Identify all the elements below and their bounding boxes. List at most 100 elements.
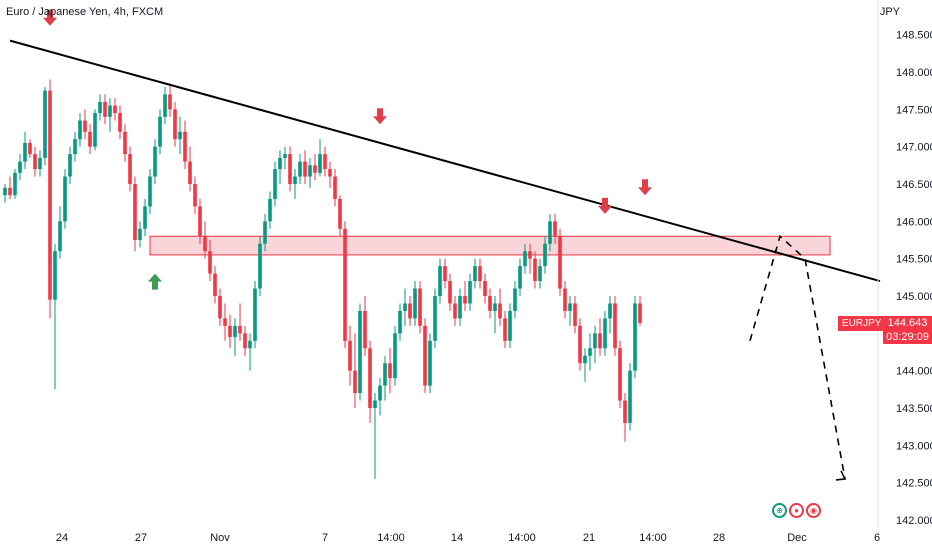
candle — [628, 363, 632, 431]
candle — [598, 318, 602, 356]
candle — [313, 154, 317, 181]
x-tick-label: 28 — [713, 532, 725, 544]
candle — [153, 139, 157, 184]
candle-body — [568, 303, 572, 311]
candle — [83, 109, 87, 140]
x-axis[interactable]: 24 27 Nov 7 14:00 14 14:00 21 14:00 28 Dec 6 — [56, 532, 880, 544]
projection-arrowhead — [835, 470, 847, 481]
candle — [388, 348, 392, 394]
x-tick-label: 14:00 — [508, 532, 536, 544]
candle-body — [328, 169, 332, 177]
y-tick-label: 147.500 — [896, 104, 932, 116]
candle-body — [308, 165, 312, 177]
target-icon[interactable]: ● — [789, 503, 804, 518]
candle-body — [288, 154, 292, 184]
candle-body — [183, 131, 187, 162]
candle — [218, 288, 222, 326]
candle-body — [128, 154, 132, 184]
candle — [8, 176, 12, 199]
x-tick-label: 14 — [451, 532, 463, 544]
candle-body — [583, 355, 587, 364]
candle — [203, 221, 207, 259]
candle — [328, 161, 332, 188]
candle — [353, 333, 357, 408]
y-tick-label: 148.000 — [896, 67, 932, 79]
candle-body — [208, 251, 212, 274]
candle-body — [358, 310, 362, 394]
candle — [368, 340, 372, 423]
candle — [503, 310, 507, 349]
candle-body — [313, 165, 317, 173]
candle-body — [93, 113, 97, 147]
candle — [608, 296, 612, 334]
candle — [228, 314, 232, 349]
candle-body — [498, 303, 502, 319]
candle-body — [88, 131, 92, 147]
y-tick-label: 146.500 — [896, 179, 932, 191]
candle — [73, 131, 77, 162]
candles — [3, 79, 642, 479]
candle-body — [578, 325, 582, 364]
candle-body — [273, 169, 277, 199]
candle — [518, 258, 522, 296]
candle — [48, 79, 52, 319]
candle-body — [573, 303, 577, 326]
candle — [338, 195, 342, 237]
candle-body — [203, 236, 207, 252]
candle-body — [68, 154, 72, 177]
candle-body — [478, 266, 482, 282]
candle — [13, 169, 17, 199]
candle — [483, 273, 487, 304]
candle-body — [113, 105, 117, 114]
candle-body — [283, 154, 287, 158]
resistance-zone — [149, 235, 831, 256]
candle — [553, 213, 557, 244]
candle — [248, 333, 252, 371]
bar-countdown: 03:29:09 — [886, 330, 929, 343]
candle — [33, 146, 37, 177]
candle-body — [243, 333, 247, 349]
candle-body — [508, 310, 512, 341]
candle — [268, 191, 272, 229]
candle — [488, 288, 492, 319]
symbol-tag: EURJPY — [838, 315, 886, 331]
globe-icon[interactable]: ⊕ — [772, 503, 787, 518]
candle — [568, 296, 572, 326]
candle — [118, 105, 122, 140]
candle — [98, 94, 102, 121]
candle — [603, 310, 607, 356]
candle — [533, 251, 537, 289]
candle-body — [373, 400, 377, 408]
candle — [638, 296, 642, 326]
candle-body — [398, 310, 402, 334]
candle — [538, 258, 542, 289]
candle-body — [138, 228, 142, 240]
candle-body — [3, 187, 7, 196]
candle — [88, 124, 92, 155]
x-tick-label: Nov — [210, 532, 230, 544]
candle-body — [223, 318, 227, 326]
candle — [178, 116, 182, 155]
candle-body — [58, 221, 62, 252]
candle-body — [48, 90, 52, 300]
ring-icon[interactable]: ◉ — [806, 503, 821, 518]
candle-body — [18, 161, 22, 173]
candle — [208, 240, 212, 282]
y-axis[interactable]: 148.500 148.000 147.500 147.000 146.500 146.0… — [877, 0, 932, 527]
candle-body — [353, 370, 357, 394]
candle — [213, 266, 217, 304]
candle-body — [83, 120, 87, 132]
candle — [243, 325, 247, 356]
candle — [58, 206, 62, 259]
candle — [18, 154, 22, 181]
candle — [68, 146, 72, 184]
candle-body — [523, 251, 527, 267]
candle-body — [538, 266, 542, 282]
candle — [288, 146, 292, 192]
candle — [578, 318, 582, 371]
candle — [173, 101, 177, 147]
candle — [258, 236, 262, 296]
projection-path[interactable] — [749, 234, 847, 481]
trendline[interactable] — [9, 39, 881, 283]
